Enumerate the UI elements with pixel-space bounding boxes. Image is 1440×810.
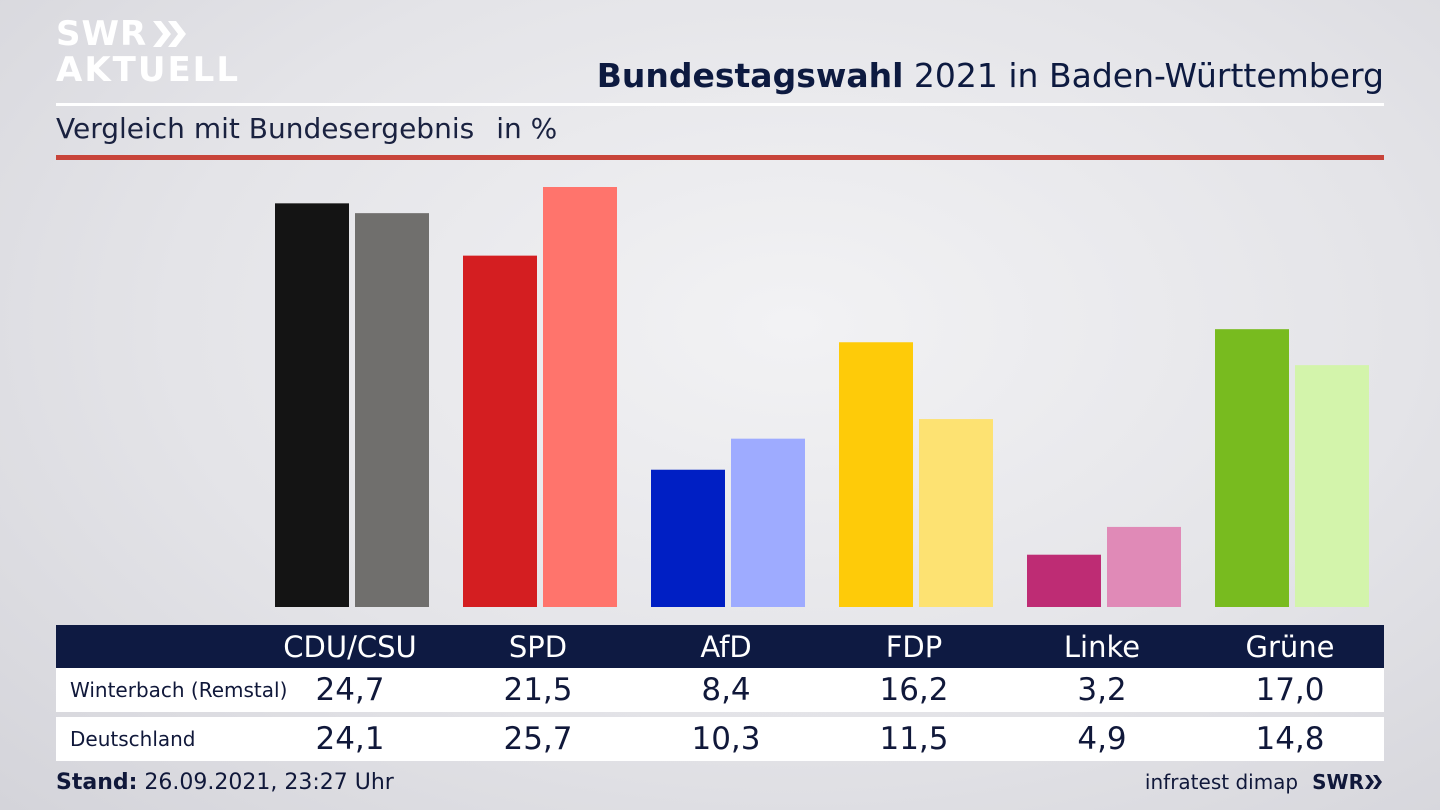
value-deutschland-spd: 25,7	[503, 721, 573, 757]
logo-aktuell-text: AKTUELL	[56, 50, 241, 90]
bar-deutschland-gruene	[1295, 365, 1369, 607]
bar-deutschland-linke	[1107, 526, 1181, 607]
bar-winterbach-spd	[463, 255, 537, 608]
logo-chevrons-icon	[153, 21, 187, 47]
header-afd: AfD	[700, 629, 752, 664]
chart-title: Bundestagswahl 2021 in Baden-Württemberg	[597, 56, 1384, 95]
footer-chevrons-icon	[1365, 775, 1382, 789]
timestamp: Stand: 26.09.2021, 23:27 Uhr	[56, 770, 394, 795]
bar-deutschland-fdp	[919, 419, 993, 607]
header-cdu-csu: CDU/CSU	[283, 629, 417, 664]
chart-unit: in %	[496, 112, 558, 145]
value-winterbach-fdp: 16,2	[879, 672, 949, 708]
bar-winterbach-gruene	[1215, 329, 1289, 607]
table-row-deutschland: Deutschland 24,1 25,7 10,3 11,5 4,9 14,8	[56, 717, 1384, 761]
bar-winterbach-linke	[1027, 554, 1101, 607]
value-winterbach-gruene: 17,0	[1255, 672, 1325, 708]
value-deutschland-linke: 4,9	[1077, 721, 1127, 757]
bar-winterbach-afd	[651, 469, 725, 607]
bar-deutschland-afd	[731, 438, 805, 607]
value-deutschland-cdu-csu: 24,1	[315, 721, 385, 757]
value-winterbach-spd: 21,5	[503, 672, 573, 708]
value-deutschland-gruene: 14,8	[1255, 721, 1325, 757]
value-winterbach-linke: 3,2	[1077, 672, 1127, 708]
header-linke: Linke	[1063, 629, 1141, 664]
chart-title-bold: Bundestagswahl	[596, 56, 904, 95]
value-winterbach-cdu-csu: 24,7	[315, 672, 385, 708]
row-label-deutschland: Deutschland	[70, 727, 196, 751]
footer-swr-text: SWR	[1312, 770, 1364, 794]
table-row-winterbach: Winterbach (Remstal) 24,7 21,5 8,4 16,2 …	[56, 668, 1384, 712]
row-label-winterbach: Winterbach (Remstal)	[70, 678, 288, 702]
subtitle-divider	[56, 155, 1384, 160]
table-header: CDU/CSU SPD AfD FDP Linke Grüne	[56, 625, 1384, 668]
results-table: CDU/CSU SPD AfD FDP Linke Grüne Winterba…	[56, 625, 1384, 761]
source-text: infratest dimap	[1144, 770, 1299, 794]
value-winterbach-afd: 8,4	[701, 672, 751, 708]
bar-winterbach-cdu-csu	[275, 203, 349, 607]
bar-chart	[275, 187, 1369, 608]
header-spd: SPD	[508, 629, 568, 664]
bar-winterbach-fdp	[839, 342, 913, 607]
chart-subtitle: Vergleich mit Bundesergebnis	[56, 112, 475, 145]
title-divider	[56, 103, 1384, 106]
value-deutschland-fdp: 11,5	[879, 721, 949, 757]
chart-subtitle-row: Vergleich mit Bundesergebnis in %	[56, 112, 557, 145]
logo-swr-text: SWR	[56, 14, 148, 54]
bar-deutschland-spd	[543, 187, 617, 607]
footer-swr-logo: SWR	[1312, 770, 1384, 794]
header-fdp: FDP	[885, 629, 943, 664]
bar-deutschland-cdu-csu	[355, 213, 429, 607]
swr-aktuell-logo: SWR AKTUELL	[56, 16, 240, 88]
timestamp-value: 26.09.2021, 23:27 Uhr	[144, 770, 394, 795]
source-credit: infratest dimap SWR	[1145, 770, 1384, 794]
value-deutschland-afd: 10,3	[691, 721, 761, 757]
header-gruene: Grüne	[1245, 629, 1335, 664]
chart-title-rest: 2021 in Baden-Württemberg	[913, 56, 1384, 95]
timestamp-label: Stand:	[56, 770, 138, 795]
